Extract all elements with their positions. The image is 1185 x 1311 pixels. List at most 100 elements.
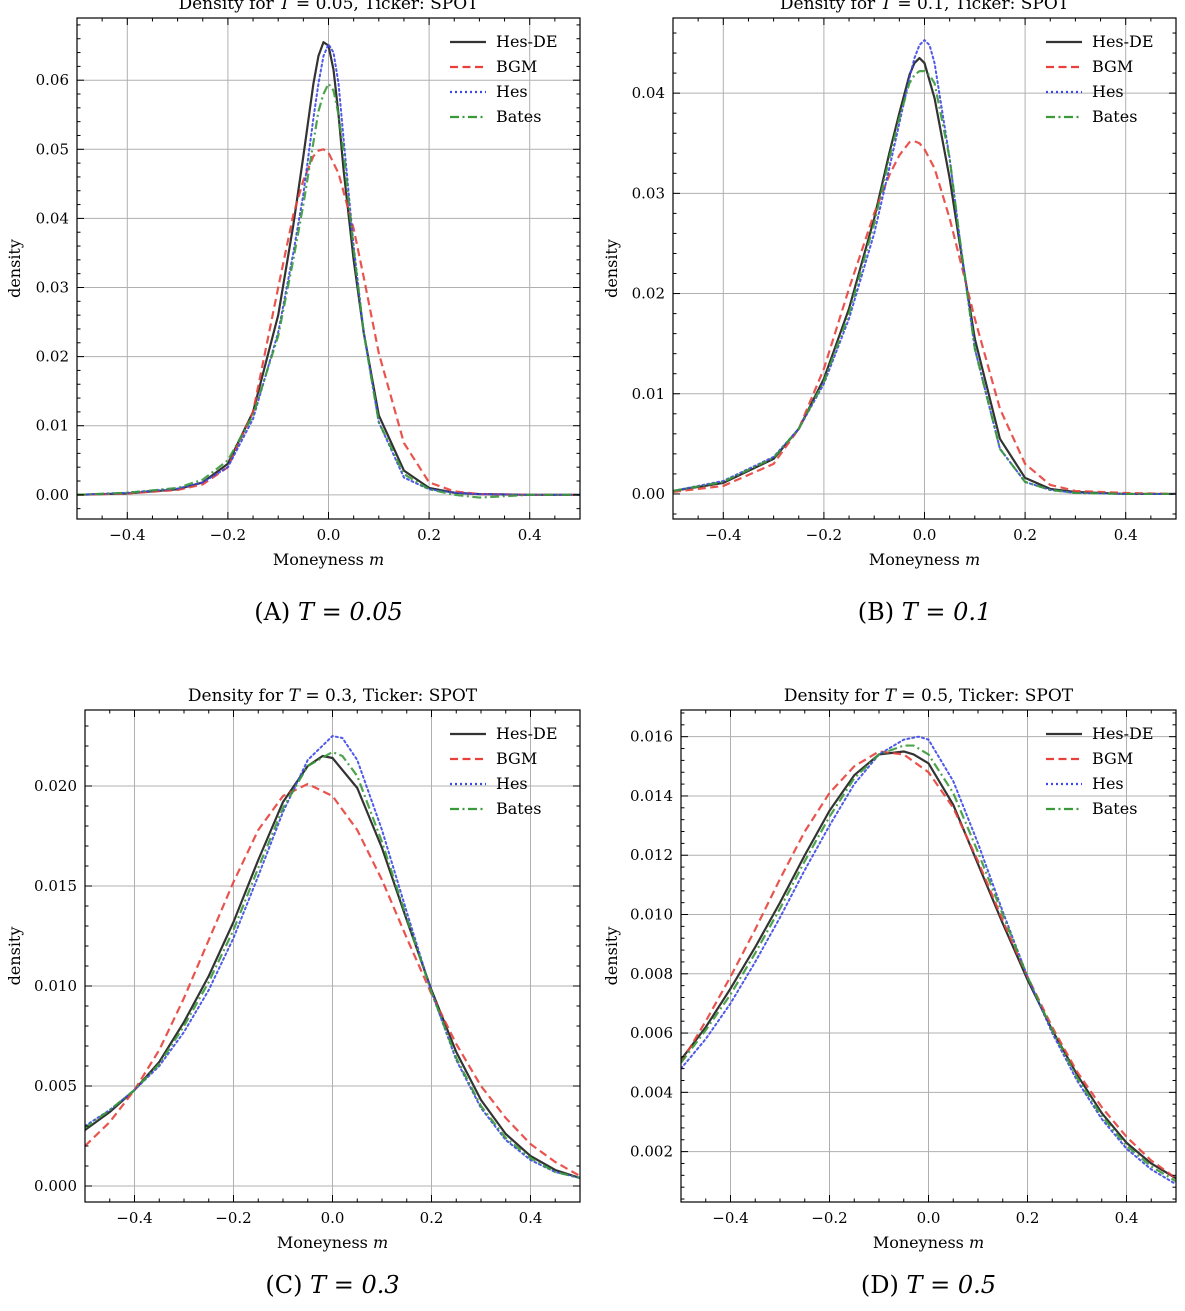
grid <box>681 710 1176 1202</box>
x-tick-label: 0.2 <box>1013 526 1037 544</box>
x-tick-label: 0.0 <box>321 1209 345 1227</box>
series-group <box>85 735 580 1180</box>
panel-caption: (A) T = 0.05 <box>254 598 403 626</box>
chart-title-part: Density for <box>784 686 885 706</box>
y-axis-label: density <box>5 239 24 298</box>
legend-label: Hes <box>496 774 528 793</box>
legend: Hes-DE BGM Hes Bates <box>450 32 558 126</box>
y-tick-label: 0.002 <box>630 1143 673 1161</box>
panel-caption: (D) T = 0.5 <box>861 1271 996 1299</box>
x-axis-label: Moneyness m <box>273 550 384 569</box>
panel-caption-label: (C) <box>265 1271 302 1299</box>
panel-a: −0.4 −0.2 0.0 0.2 0.4 0.00 0.01 0.02 0.03 0.04 0.0… <box>5 0 581 626</box>
y-tick-label: 0.008 <box>630 965 673 983</box>
series-line-bgm <box>673 140 1176 496</box>
y-axis-label: density <box>602 239 621 298</box>
y-tick-label: 0.06 <box>36 71 69 89</box>
y-tick-label: 0.03 <box>632 184 665 202</box>
legend: Hes-DE BGM Hes Bates <box>1046 32 1154 126</box>
y-tick-label: 0.000 <box>34 1177 77 1195</box>
y-axis-label: density <box>5 927 24 986</box>
series-line-bgm <box>85 782 580 1177</box>
x-tick-label: 0.2 <box>417 526 441 544</box>
panel-b: −0.4 −0.2 0.0 0.2 0.4 0.00 0.01 0.02 0.03 0.04 Mon… <box>602 0 1177 626</box>
chart-title-part: T <box>881 0 894 14</box>
x-axis-label-text: Moneyness <box>273 550 369 569</box>
y-tick-label: 0.04 <box>632 84 665 102</box>
series-line-bates <box>673 70 1176 496</box>
series-line-bates <box>85 750 580 1180</box>
panel-caption-math: T = 0.5 <box>907 1271 997 1299</box>
x-tick-label: 0.0 <box>913 526 937 544</box>
legend-label: Bates <box>1092 107 1137 126</box>
y-axis-label: density <box>602 927 621 986</box>
x-axis-label-text: Moneyness <box>277 1233 373 1252</box>
y-tick-label: 0.010 <box>630 906 673 924</box>
y-tick-label: 0.005 <box>34 1077 77 1095</box>
series-line-hes <box>77 43 580 496</box>
x-axis-label: Moneyness m <box>869 550 980 569</box>
series-line-bgm <box>681 750 1176 1180</box>
chart-title-part: = 0.05, Ticker: SPOT <box>291 0 480 14</box>
chart-title-part: T <box>289 686 302 706</box>
panel-caption-math: T = 0.05 <box>298 598 403 626</box>
chart-title-part: Density for <box>178 0 279 14</box>
legend-label: Hes-DE <box>496 32 558 51</box>
ticks <box>84 710 581 1202</box>
legend-label: BGM <box>496 57 537 76</box>
series-line-hes <box>85 735 580 1179</box>
y-tick-label: 0.015 <box>34 877 77 895</box>
x-tick-label: 0.0 <box>917 1209 941 1227</box>
y-tick-label: 0.03 <box>36 279 69 297</box>
chart-title: Density for T = 0.3, Ticker: SPOT <box>188 686 478 706</box>
x-tick-label: −0.2 <box>215 1209 251 1227</box>
x-axis-label-var: m <box>969 1233 984 1252</box>
panel-caption-label: (B) <box>858 598 894 626</box>
y-tick-label: 0.010 <box>34 977 77 995</box>
ticks <box>672 18 1177 519</box>
legend-label: Hes-DE <box>1092 724 1154 743</box>
x-tick-label: −0.2 <box>210 526 246 544</box>
y-tick-label: 0.02 <box>36 348 69 366</box>
legend-label: BGM <box>1092 57 1133 76</box>
panel-caption-math: T = 0.1 <box>902 598 992 626</box>
y-tick-label: 0.02 <box>632 285 665 303</box>
legend: Hes-DE BGM Hes Bates <box>450 724 558 818</box>
x-axis-label-var: m <box>373 1233 388 1252</box>
x-axis-label: Moneyness m <box>873 1233 984 1252</box>
y-tick-label: 0.05 <box>36 140 69 158</box>
series-group <box>77 41 580 499</box>
panel-caption: (C) T = 0.3 <box>265 1271 399 1299</box>
panel-caption: (B) T = 0.1 <box>858 598 992 626</box>
panel-caption-gap <box>894 598 902 626</box>
x-axis-label-var: m <box>965 550 980 569</box>
panel-caption-gap <box>899 1271 907 1299</box>
ticks <box>680 710 1177 1202</box>
x-tick-label: 0.4 <box>519 1209 543 1227</box>
legend-label: BGM <box>496 749 537 768</box>
x-tick-label: 0.0 <box>317 526 341 544</box>
y-tick-label: 0.016 <box>630 728 673 746</box>
panel-d: −0.4 −0.2 0.0 0.2 0.4 0.002 0.004 0.006 0.008 0.0… <box>602 686 1177 1299</box>
chart-title-part: = 0.5, Ticker: SPOT <box>896 686 1074 706</box>
chart-title-part: Density for <box>188 686 289 706</box>
y-tick-label: 0.006 <box>630 1024 673 1042</box>
x-tick-label: −0.4 <box>109 526 145 544</box>
x-tick-label: 0.2 <box>420 1209 444 1227</box>
grid <box>85 710 580 1202</box>
panel-caption-math: T = 0.3 <box>310 1271 400 1299</box>
legend-label: Hes <box>496 82 528 101</box>
y-tick-label: 0.004 <box>630 1083 673 1101</box>
y-tick-label: 0.020 <box>34 777 77 795</box>
panel-c: −0.4 −0.2 0.0 0.2 0.4 0.000 0.005 0.010 0.015 0.0… <box>5 686 581 1299</box>
y-tick-label: 0.00 <box>36 486 69 504</box>
chart-title: Density for T = 0.1, Ticker: SPOT <box>780 0 1070 14</box>
legend-label: Hes-DE <box>496 724 558 743</box>
series-group <box>681 735 1176 1186</box>
chart-title-part: = 0.3, Ticker: SPOT <box>300 686 478 706</box>
y-tick-label: 0.04 <box>36 209 69 227</box>
y-tick-label: 0.00 <box>632 485 665 503</box>
legend-label: BGM <box>1092 749 1133 768</box>
legend-label: Bates <box>1092 799 1137 818</box>
